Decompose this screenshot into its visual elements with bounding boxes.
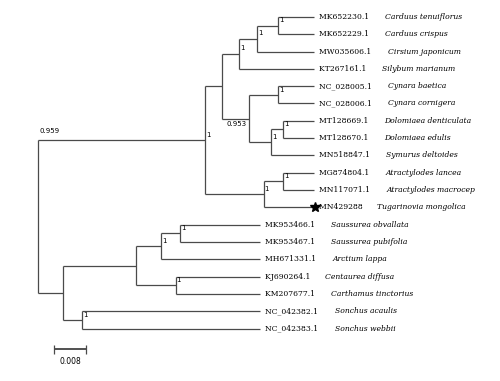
Text: MK652229.1: MK652229.1 — [318, 30, 371, 38]
Text: MT128669.1: MT128669.1 — [318, 117, 370, 125]
Text: Dolomiaea denticulata: Dolomiaea denticulata — [384, 117, 471, 125]
Text: 1: 1 — [264, 186, 269, 192]
Text: 1: 1 — [284, 173, 289, 179]
Text: Cirsium japonicum: Cirsium japonicum — [388, 48, 460, 56]
Text: NC_042383.1: NC_042383.1 — [264, 325, 320, 333]
Text: NC_028006.1: NC_028006.1 — [318, 99, 374, 107]
Text: Atractylodes macrocep: Atractylodes macrocep — [386, 186, 475, 194]
Text: 0.008: 0.008 — [59, 357, 81, 367]
Text: Tugarinovia mongolica: Tugarinovia mongolica — [377, 203, 466, 211]
Text: Dolomiaea edulis: Dolomiaea edulis — [384, 134, 450, 142]
Text: 1: 1 — [280, 17, 284, 23]
Text: 1: 1 — [182, 225, 186, 231]
Text: KJ690264.1: KJ690264.1 — [264, 273, 312, 281]
Text: 0.959: 0.959 — [40, 128, 60, 134]
Text: Saussurea pubifolia: Saussurea pubifolia — [331, 238, 407, 246]
Text: Silybum marianum: Silybum marianum — [382, 65, 455, 73]
Text: MK652230.1: MK652230.1 — [318, 13, 371, 21]
Text: KM207677.1: KM207677.1 — [264, 290, 317, 298]
Text: MN117071.1: MN117071.1 — [318, 186, 372, 194]
Text: 1: 1 — [176, 277, 181, 283]
Text: Saussurea obvallata: Saussurea obvallata — [331, 221, 408, 229]
Text: Arctium lappa: Arctium lappa — [332, 255, 387, 263]
Text: 1: 1 — [258, 30, 263, 36]
Text: Cynara baetica: Cynara baetica — [388, 82, 446, 90]
Text: NC_042382.1: NC_042382.1 — [264, 307, 320, 315]
Text: Atractylodes lancea: Atractylodes lancea — [385, 169, 462, 177]
Text: 1: 1 — [272, 134, 276, 140]
Text: MW035606.1: MW035606.1 — [318, 48, 373, 56]
Text: MG874804.1: MG874804.1 — [318, 169, 371, 177]
Text: Centaurea diffusa: Centaurea diffusa — [325, 273, 394, 281]
Text: Symurus deltoides: Symurus deltoides — [386, 151, 458, 159]
Text: Cynara cornigera: Cynara cornigera — [388, 99, 456, 107]
Text: 0.953: 0.953 — [226, 120, 246, 126]
Text: 1: 1 — [280, 86, 284, 93]
Text: MH671331.1: MH671331.1 — [264, 255, 318, 263]
Text: 1: 1 — [206, 132, 210, 138]
Text: Carduus tenuiflorus: Carduus tenuiflorus — [385, 13, 462, 21]
Text: Sonchus acaulis: Sonchus acaulis — [334, 307, 396, 315]
Text: Carthamus tinctorius: Carthamus tinctorius — [331, 290, 413, 298]
Text: Sonchus webbii: Sonchus webbii — [335, 325, 396, 333]
Text: 1: 1 — [284, 121, 289, 127]
Text: MT128670.1: MT128670.1 — [318, 134, 370, 142]
Text: MK953467.1: MK953467.1 — [264, 238, 317, 246]
Text: MN429288: MN429288 — [318, 203, 364, 211]
Text: MN518847.1: MN518847.1 — [318, 151, 372, 159]
Text: Carduus crispus: Carduus crispus — [385, 30, 448, 38]
Text: 1: 1 — [84, 312, 88, 318]
Text: 1: 1 — [240, 45, 244, 51]
Text: KT267161.1: KT267161.1 — [318, 65, 368, 73]
Text: NC_028005.1: NC_028005.1 — [318, 82, 374, 90]
Text: 1: 1 — [162, 238, 166, 244]
Text: MK953466.1: MK953466.1 — [264, 221, 317, 229]
